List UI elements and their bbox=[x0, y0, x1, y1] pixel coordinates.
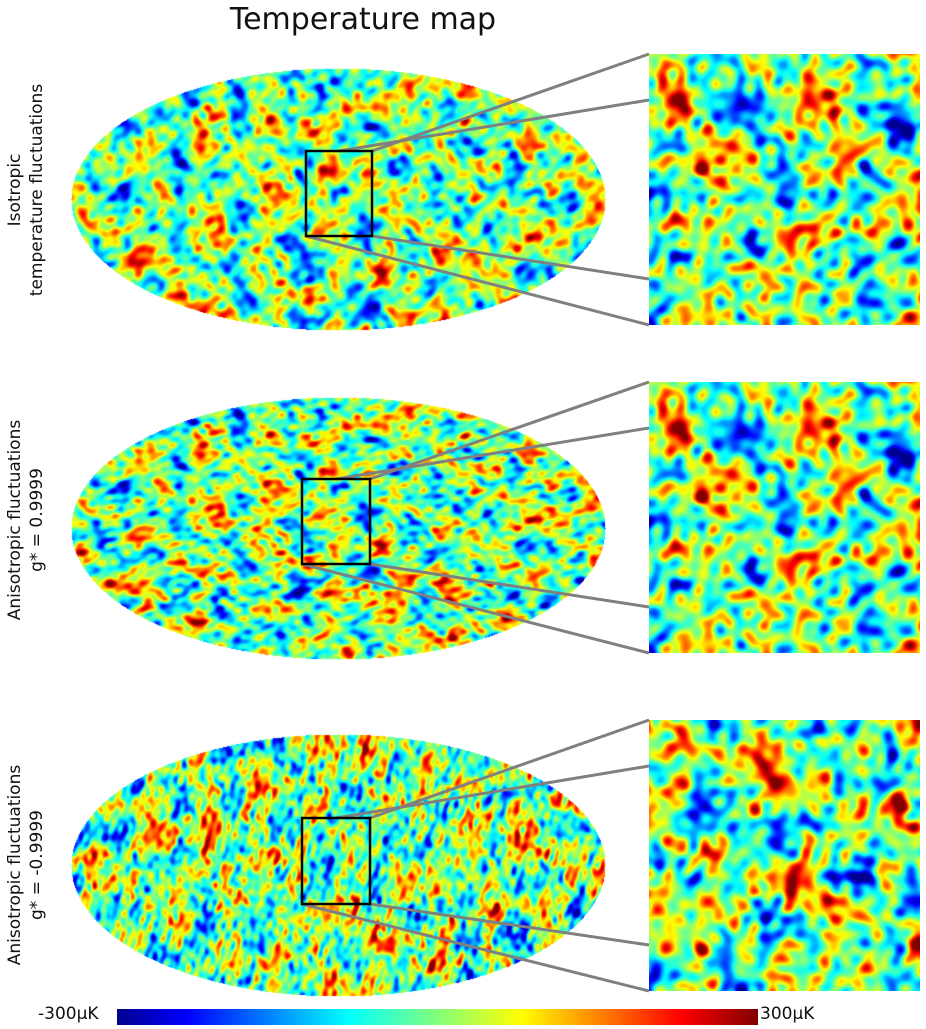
row-label-anisotropic-positive: Anisotropic fluctuations g* = 0.9999 bbox=[5, 419, 47, 621]
zoom-panel-anisotropic-positive bbox=[649, 382, 920, 653]
sky-map-anisotropic-positive bbox=[70, 396, 606, 660]
colorbar bbox=[117, 1009, 758, 1025]
colorbar-min-label: -300μK bbox=[38, 1004, 99, 1024]
zoom-panel-isotropic bbox=[649, 54, 920, 325]
row-label-isotropic: Isotropic temperature fluctuations bbox=[5, 83, 47, 297]
figure-title: Temperature map bbox=[229, 2, 497, 37]
sky-map-isotropic bbox=[70, 67, 606, 331]
sky-map-anisotropic-negative bbox=[70, 733, 606, 997]
row-label-anisotropic-negative: Anisotropic fluctuations g* = -0.9999 bbox=[5, 764, 47, 966]
zoom-panel-anisotropic-negative bbox=[649, 720, 920, 991]
colorbar-max-label: 300μK bbox=[760, 1004, 815, 1024]
